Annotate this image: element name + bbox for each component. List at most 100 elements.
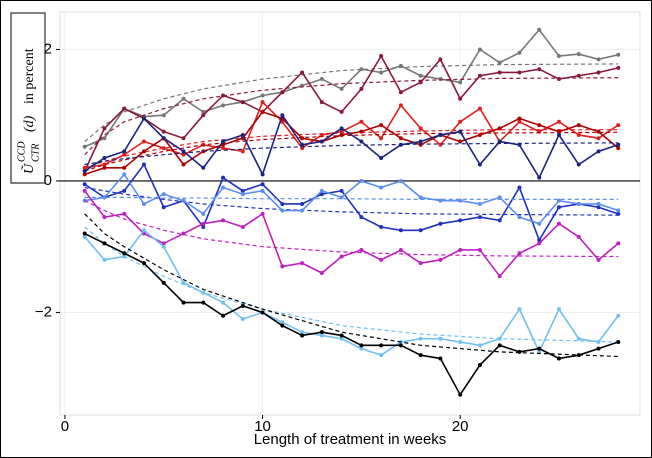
point	[596, 257, 601, 262]
point	[418, 261, 423, 266]
point	[497, 70, 502, 75]
fit-line	[84, 142, 619, 166]
x-tick-label: 10	[254, 418, 271, 435]
point	[556, 205, 561, 210]
point	[102, 136, 107, 141]
point	[319, 100, 324, 105]
point	[537, 241, 542, 246]
point	[161, 129, 166, 134]
point	[221, 146, 226, 151]
point	[458, 129, 463, 134]
point	[221, 300, 226, 305]
point	[537, 346, 542, 351]
point	[280, 201, 285, 206]
point	[280, 119, 285, 124]
point	[576, 353, 581, 358]
point	[240, 303, 245, 308]
point	[300, 70, 305, 75]
point	[181, 280, 186, 285]
point	[339, 188, 344, 193]
point	[596, 70, 601, 75]
point	[458, 340, 463, 345]
point	[82, 231, 87, 236]
fit-line	[84, 186, 619, 216]
point	[260, 310, 265, 315]
point	[517, 70, 522, 75]
point	[576, 123, 581, 128]
point	[379, 224, 384, 229]
point	[379, 54, 384, 59]
point	[319, 139, 324, 144]
point	[418, 80, 423, 85]
point	[161, 146, 166, 151]
point	[359, 215, 364, 220]
point	[240, 149, 245, 154]
point	[418, 228, 423, 233]
point	[556, 129, 561, 134]
point	[82, 169, 87, 174]
point	[319, 188, 324, 193]
point	[477, 73, 482, 78]
point	[240, 192, 245, 197]
point	[458, 80, 463, 85]
point	[398, 343, 403, 348]
point	[379, 136, 384, 141]
point	[141, 149, 146, 154]
point	[497, 195, 502, 200]
point	[161, 205, 166, 210]
point	[616, 65, 621, 70]
point	[477, 363, 482, 368]
x-tick-label: 20	[452, 418, 469, 435]
point	[300, 261, 305, 266]
point	[517, 215, 522, 220]
point	[102, 257, 107, 262]
point	[537, 67, 542, 72]
point	[517, 307, 522, 312]
point	[616, 146, 621, 151]
point	[379, 185, 384, 190]
point	[616, 52, 621, 57]
point	[141, 201, 146, 206]
point	[240, 224, 245, 229]
point	[280, 90, 285, 95]
point	[122, 106, 127, 111]
point	[556, 77, 561, 82]
point	[359, 86, 364, 91]
point	[596, 136, 601, 141]
point	[477, 132, 482, 137]
point	[319, 270, 324, 275]
point	[300, 142, 305, 147]
point	[240, 317, 245, 322]
series-line	[84, 229, 619, 357]
point	[221, 93, 226, 98]
point	[161, 244, 166, 249]
point	[201, 113, 206, 118]
point	[477, 201, 482, 206]
point	[616, 241, 621, 246]
point	[497, 126, 502, 131]
series-line	[84, 173, 619, 225]
point	[537, 123, 542, 128]
point	[576, 336, 581, 341]
series-line	[84, 110, 619, 176]
point	[616, 211, 621, 216]
point	[359, 247, 364, 252]
x-tick-label: 0	[61, 418, 69, 435]
point	[102, 195, 107, 200]
y-tick-label: 2	[44, 40, 52, 57]
point	[102, 215, 107, 220]
point	[161, 280, 166, 285]
point	[122, 165, 127, 170]
point	[359, 346, 364, 351]
point	[161, 113, 166, 118]
point	[221, 218, 226, 223]
point	[260, 188, 265, 193]
point	[339, 132, 344, 137]
point	[438, 356, 443, 361]
point	[359, 139, 364, 144]
point	[161, 192, 166, 197]
fit-line	[84, 77, 619, 156]
point	[477, 47, 482, 52]
fit-line	[84, 226, 619, 343]
point	[280, 264, 285, 269]
